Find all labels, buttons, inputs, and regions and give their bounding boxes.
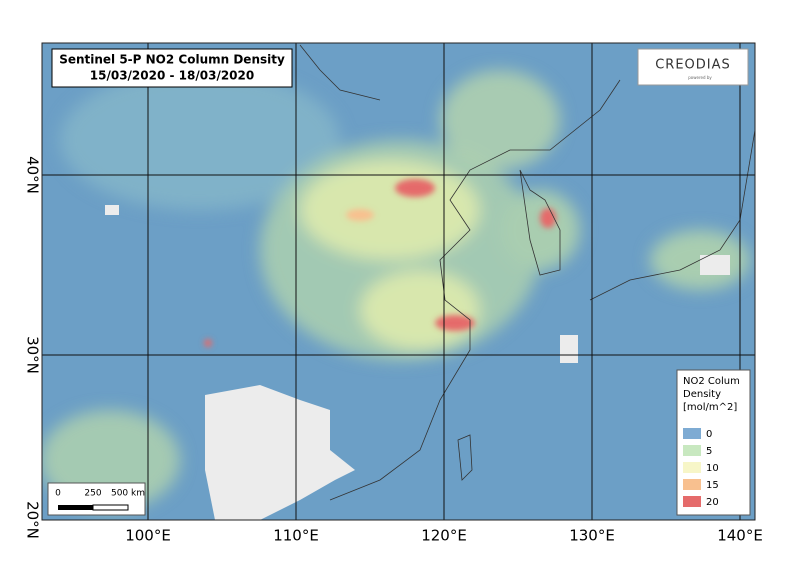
scale-segment	[58, 505, 93, 510]
lon-label: 120°E	[421, 527, 467, 545]
lon-label: 110°E	[273, 527, 319, 545]
subtitle: 15/03/2020 - 18/03/2020	[90, 69, 254, 83]
legend-frame	[676, 369, 751, 516]
lat-label: 40°N	[24, 156, 42, 194]
legend-swatch	[683, 462, 701, 473]
scale-label: 0	[55, 489, 61, 499]
map-area	[42, 43, 755, 520]
title-frame	[51, 48, 293, 88]
legend: NO2 Colum Density [mol/m^2] 0 5 10 15 20	[676, 369, 751, 516]
lat-label: 20°N	[24, 501, 42, 539]
lon-label: 140°E	[717, 527, 763, 545]
legend-label: 20	[706, 497, 719, 508]
legend-title: NO2 Colum	[683, 376, 740, 387]
no-data	[105, 205, 730, 520]
map-frame	[41, 42, 756, 521]
logo-frame	[637, 48, 749, 86]
title-box: Sentinel 5-P NO2 Column Density 15/03/20…	[51, 48, 293, 88]
no2-hotspots	[204, 179, 556, 347]
scale-bar: 0 250 500 km	[47, 482, 146, 516]
legend-label: 10	[706, 463, 719, 474]
lat-label: 30°N	[24, 336, 42, 374]
lon-label: 100°E	[125, 527, 171, 545]
latitude-labels: 40°N 30°N 20°N	[24, 156, 42, 539]
scale-label: 500 km	[111, 489, 145, 499]
scale-label: 250	[84, 489, 101, 499]
legend-title: [mol/m^2]	[683, 402, 737, 413]
scale-segment	[92, 504, 129, 511]
legend-label: 5	[706, 446, 712, 457]
legend-swatch	[683, 428, 701, 439]
logo-name: CREODIAS	[655, 58, 731, 73]
legend-label: 0	[706, 429, 712, 440]
longitude-labels: 100°E 110°E 120°E 130°E 140°E	[125, 527, 763, 545]
legend-swatch	[683, 445, 701, 456]
logo-box: CREODIAS powered by	[637, 48, 749, 86]
legend-title: Density	[683, 389, 721, 400]
legend-label: 15	[706, 480, 719, 491]
coastlines	[299, 44, 755, 501]
logo-tagline: powered by	[688, 75, 712, 80]
title: Sentinel 5-P NO2 Column Density	[59, 53, 285, 67]
legend-swatch	[683, 479, 701, 490]
graticule	[42, 43, 755, 520]
legend-swatch	[683, 496, 701, 507]
lon-label: 130°E	[569, 527, 615, 545]
